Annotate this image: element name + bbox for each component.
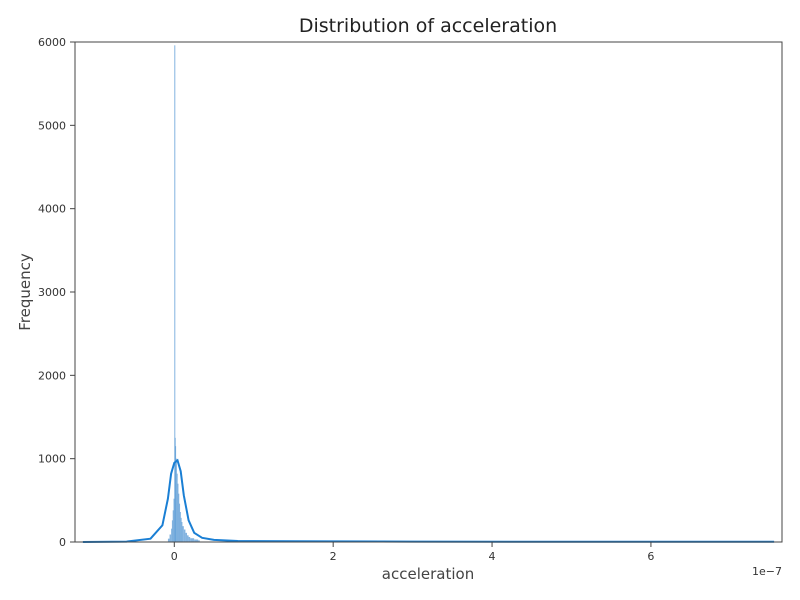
chart-title: Distribution of acceleration xyxy=(299,15,557,37)
x-offset-label: 1e−7 xyxy=(752,565,782,578)
histogram-bars xyxy=(167,45,200,542)
histogram-bar xyxy=(169,534,172,542)
kde-curve xyxy=(82,458,775,543)
x-tick-label: 6 xyxy=(647,550,654,563)
histogram-bar xyxy=(182,526,184,542)
x-tick-label: 4 xyxy=(489,550,496,563)
histogram-bar xyxy=(187,535,189,542)
histogram-bar xyxy=(185,532,188,542)
y-tick-label: 1000 xyxy=(38,453,66,466)
histogram-bar xyxy=(177,483,179,542)
histogram-bar xyxy=(183,529,186,542)
histogram-bar xyxy=(171,520,173,542)
y-tick-label: 2000 xyxy=(38,369,66,382)
y-axis-ticks: 0 1000 2000 3000 4000 5000 6000 xyxy=(38,36,75,549)
histogram-bar xyxy=(188,537,191,542)
histogram-bar xyxy=(194,539,199,542)
histogram-bar xyxy=(175,458,177,542)
x-axis-label: acceleration xyxy=(382,565,474,583)
x-tick-label: 0 xyxy=(171,550,178,563)
y-tick-label: 5000 xyxy=(38,119,66,132)
histogram-bar xyxy=(179,503,181,542)
y-axis-label: Frequency xyxy=(16,253,34,331)
histogram-bar xyxy=(176,473,178,542)
histogram-bar xyxy=(180,517,182,542)
histogram-bar xyxy=(174,45,176,542)
histogram-bar xyxy=(181,522,183,542)
y-tick-label: 0 xyxy=(59,536,66,549)
plot-frame xyxy=(74,41,783,543)
histogram-bar xyxy=(175,446,177,542)
histogram-bar xyxy=(167,538,170,542)
histogram-bar xyxy=(198,540,200,542)
y-tick-label: 3000 xyxy=(38,286,66,299)
histogram-bar xyxy=(179,512,181,542)
x-axis-ticks: 0 2 4 6 xyxy=(171,542,654,563)
histogram-bar xyxy=(173,498,175,542)
histogram-bar xyxy=(171,528,173,542)
y-tick-label: 4000 xyxy=(38,203,66,216)
y-tick-label: 6000 xyxy=(38,36,66,49)
histogram-bar xyxy=(172,510,174,542)
histogram-bar xyxy=(190,538,195,542)
x-tick-label: 2 xyxy=(330,550,337,563)
histogram-bar xyxy=(178,493,180,542)
